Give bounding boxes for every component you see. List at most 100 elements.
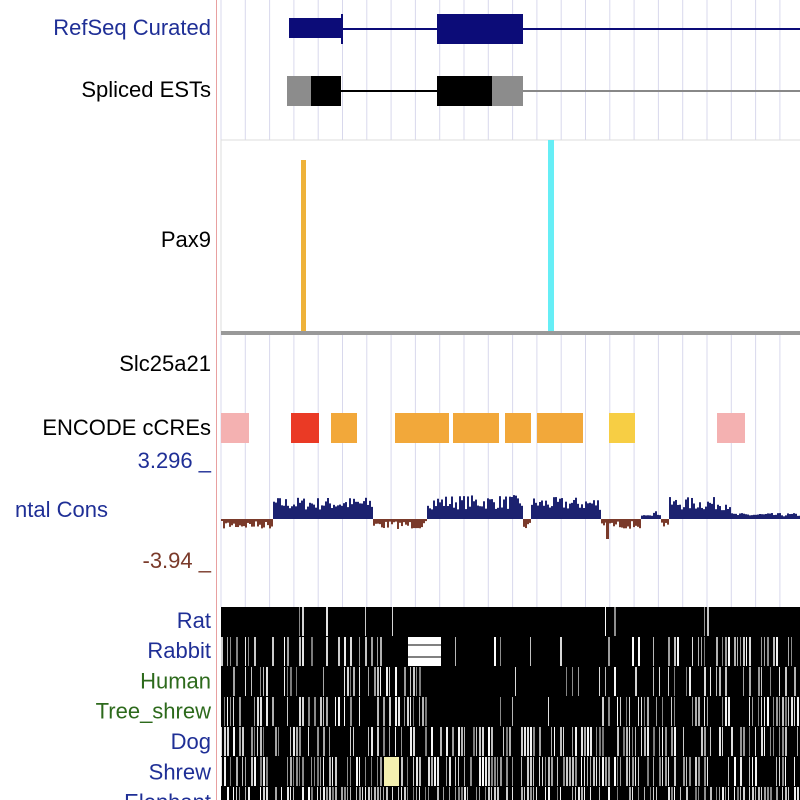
alignment-stripe bbox=[245, 637, 246, 666]
cons-bar bbox=[515, 495, 517, 519]
alignment-stripe bbox=[764, 787, 766, 800]
alignment-stripe bbox=[563, 757, 565, 786]
alignment-stripe bbox=[761, 637, 762, 666]
alignment-stripe bbox=[458, 757, 459, 786]
cons-bar bbox=[283, 505, 285, 519]
cons-bar bbox=[321, 505, 323, 519]
cons-bar bbox=[625, 519, 627, 529]
cons-bar bbox=[645, 515, 647, 519]
ccre[interactable] bbox=[331, 413, 357, 443]
cons-bar bbox=[759, 514, 761, 519]
alignment-stripe bbox=[338, 637, 340, 666]
alignment-stripe bbox=[263, 727, 264, 756]
cons-bar bbox=[389, 519, 391, 522]
alignment-stripe bbox=[431, 727, 433, 756]
cons-bar bbox=[743, 513, 745, 519]
alignment-stripe bbox=[524, 787, 525, 800]
alignment-stripe bbox=[326, 697, 328, 726]
alignment-stripe bbox=[482, 757, 484, 786]
alignment-stripe bbox=[608, 697, 610, 726]
alignment-stripe bbox=[722, 697, 723, 726]
alignment-stripe bbox=[263, 667, 264, 696]
cons-bar bbox=[463, 496, 465, 519]
cons-bar bbox=[771, 513, 773, 519]
track-label[interactable]: RefSeq Curated bbox=[53, 15, 211, 40]
alignment-stripe bbox=[659, 727, 660, 756]
cons-bar bbox=[577, 503, 579, 519]
alignment-stripe bbox=[521, 727, 523, 756]
track-label[interactable]: ntal Cons bbox=[15, 497, 108, 522]
alignment-stripe bbox=[656, 697, 657, 726]
alignment-stripe bbox=[767, 637, 769, 666]
alignment-stripe bbox=[533, 757, 534, 786]
track-label[interactable]: Pax9 bbox=[161, 227, 211, 252]
alignment-stripe bbox=[683, 757, 685, 786]
cons-bar bbox=[581, 504, 583, 519]
cons-bar bbox=[327, 497, 329, 519]
track-label[interactable]: Slc25a21 bbox=[119, 351, 211, 376]
alignment-stripe bbox=[644, 787, 645, 800]
species-label[interactable]: Rat bbox=[177, 608, 211, 633]
cons-bar bbox=[569, 503, 571, 519]
cons-bar bbox=[653, 512, 655, 519]
alignment-stripe bbox=[479, 787, 480, 800]
track-label[interactable]: Spliced ESTs bbox=[81, 77, 211, 102]
cons-bar bbox=[511, 496, 513, 519]
alignment-stripe bbox=[428, 757, 430, 786]
alignment-stripe bbox=[527, 727, 529, 756]
alignment-stripe bbox=[551, 757, 553, 786]
cons-bar bbox=[723, 510, 725, 519]
alignment-stripe bbox=[722, 727, 723, 756]
alignment-stripe bbox=[308, 697, 310, 726]
cons-bar bbox=[525, 519, 527, 529]
cons-bar bbox=[475, 499, 477, 519]
species-label[interactable]: Dog bbox=[171, 729, 211, 754]
ccre[interactable] bbox=[505, 413, 531, 443]
alignment-stripe bbox=[344, 637, 346, 666]
species-label[interactable]: Rabbit bbox=[147, 638, 211, 663]
ccre[interactable] bbox=[221, 413, 249, 443]
ccre[interactable] bbox=[717, 413, 745, 443]
cons-bar bbox=[773, 515, 775, 519]
alignment-stripe bbox=[398, 787, 399, 800]
species-label[interactable]: Elephant bbox=[124, 790, 211, 800]
cons-bar bbox=[247, 519, 249, 523]
species-label[interactable]: Human bbox=[140, 668, 211, 693]
alignment-stripe bbox=[404, 787, 406, 800]
track-label[interactable]: ENCODE cCREs bbox=[42, 415, 211, 440]
alignment-stripe bbox=[773, 637, 775, 666]
cons-bar bbox=[701, 507, 703, 519]
est-gene[interactable] bbox=[287, 76, 800, 106]
alignment-stripe bbox=[686, 667, 687, 696]
alignment-stripe bbox=[344, 667, 345, 696]
alignment-stripe bbox=[575, 757, 577, 786]
alignment-stripe bbox=[380, 637, 382, 666]
ccre[interactable] bbox=[609, 413, 635, 443]
alignment-bg bbox=[221, 607, 800, 800]
alignment-stripe bbox=[455, 787, 456, 800]
alignment-stripe bbox=[740, 727, 742, 756]
exon bbox=[287, 76, 312, 106]
cons-bar bbox=[733, 513, 735, 519]
alignment-stripe bbox=[749, 727, 750, 756]
alignment-stripe bbox=[245, 757, 246, 786]
ccre[interactable] bbox=[395, 413, 449, 443]
alignment-stripe bbox=[227, 697, 228, 726]
cons-bar bbox=[727, 508, 729, 519]
cons-bar bbox=[633, 519, 635, 528]
alignment-stripe bbox=[290, 667, 292, 696]
ccre[interactable] bbox=[291, 413, 319, 443]
refseq-gene[interactable] bbox=[289, 14, 800, 44]
cons-bar bbox=[387, 519, 389, 528]
cons-bar bbox=[351, 504, 353, 519]
cons-bar bbox=[297, 497, 299, 519]
alignment-stripe bbox=[584, 757, 585, 786]
ccre[interactable] bbox=[453, 413, 499, 443]
ccre[interactable] bbox=[537, 413, 583, 443]
alignment-stripe bbox=[641, 727, 642, 756]
alignment-stripe bbox=[638, 757, 639, 786]
species-label[interactable]: Shrew bbox=[149, 759, 211, 784]
species-label[interactable]: Tree_shrew bbox=[96, 699, 211, 724]
cons-bar bbox=[749, 515, 751, 519]
alignment-stripe bbox=[248, 787, 250, 800]
